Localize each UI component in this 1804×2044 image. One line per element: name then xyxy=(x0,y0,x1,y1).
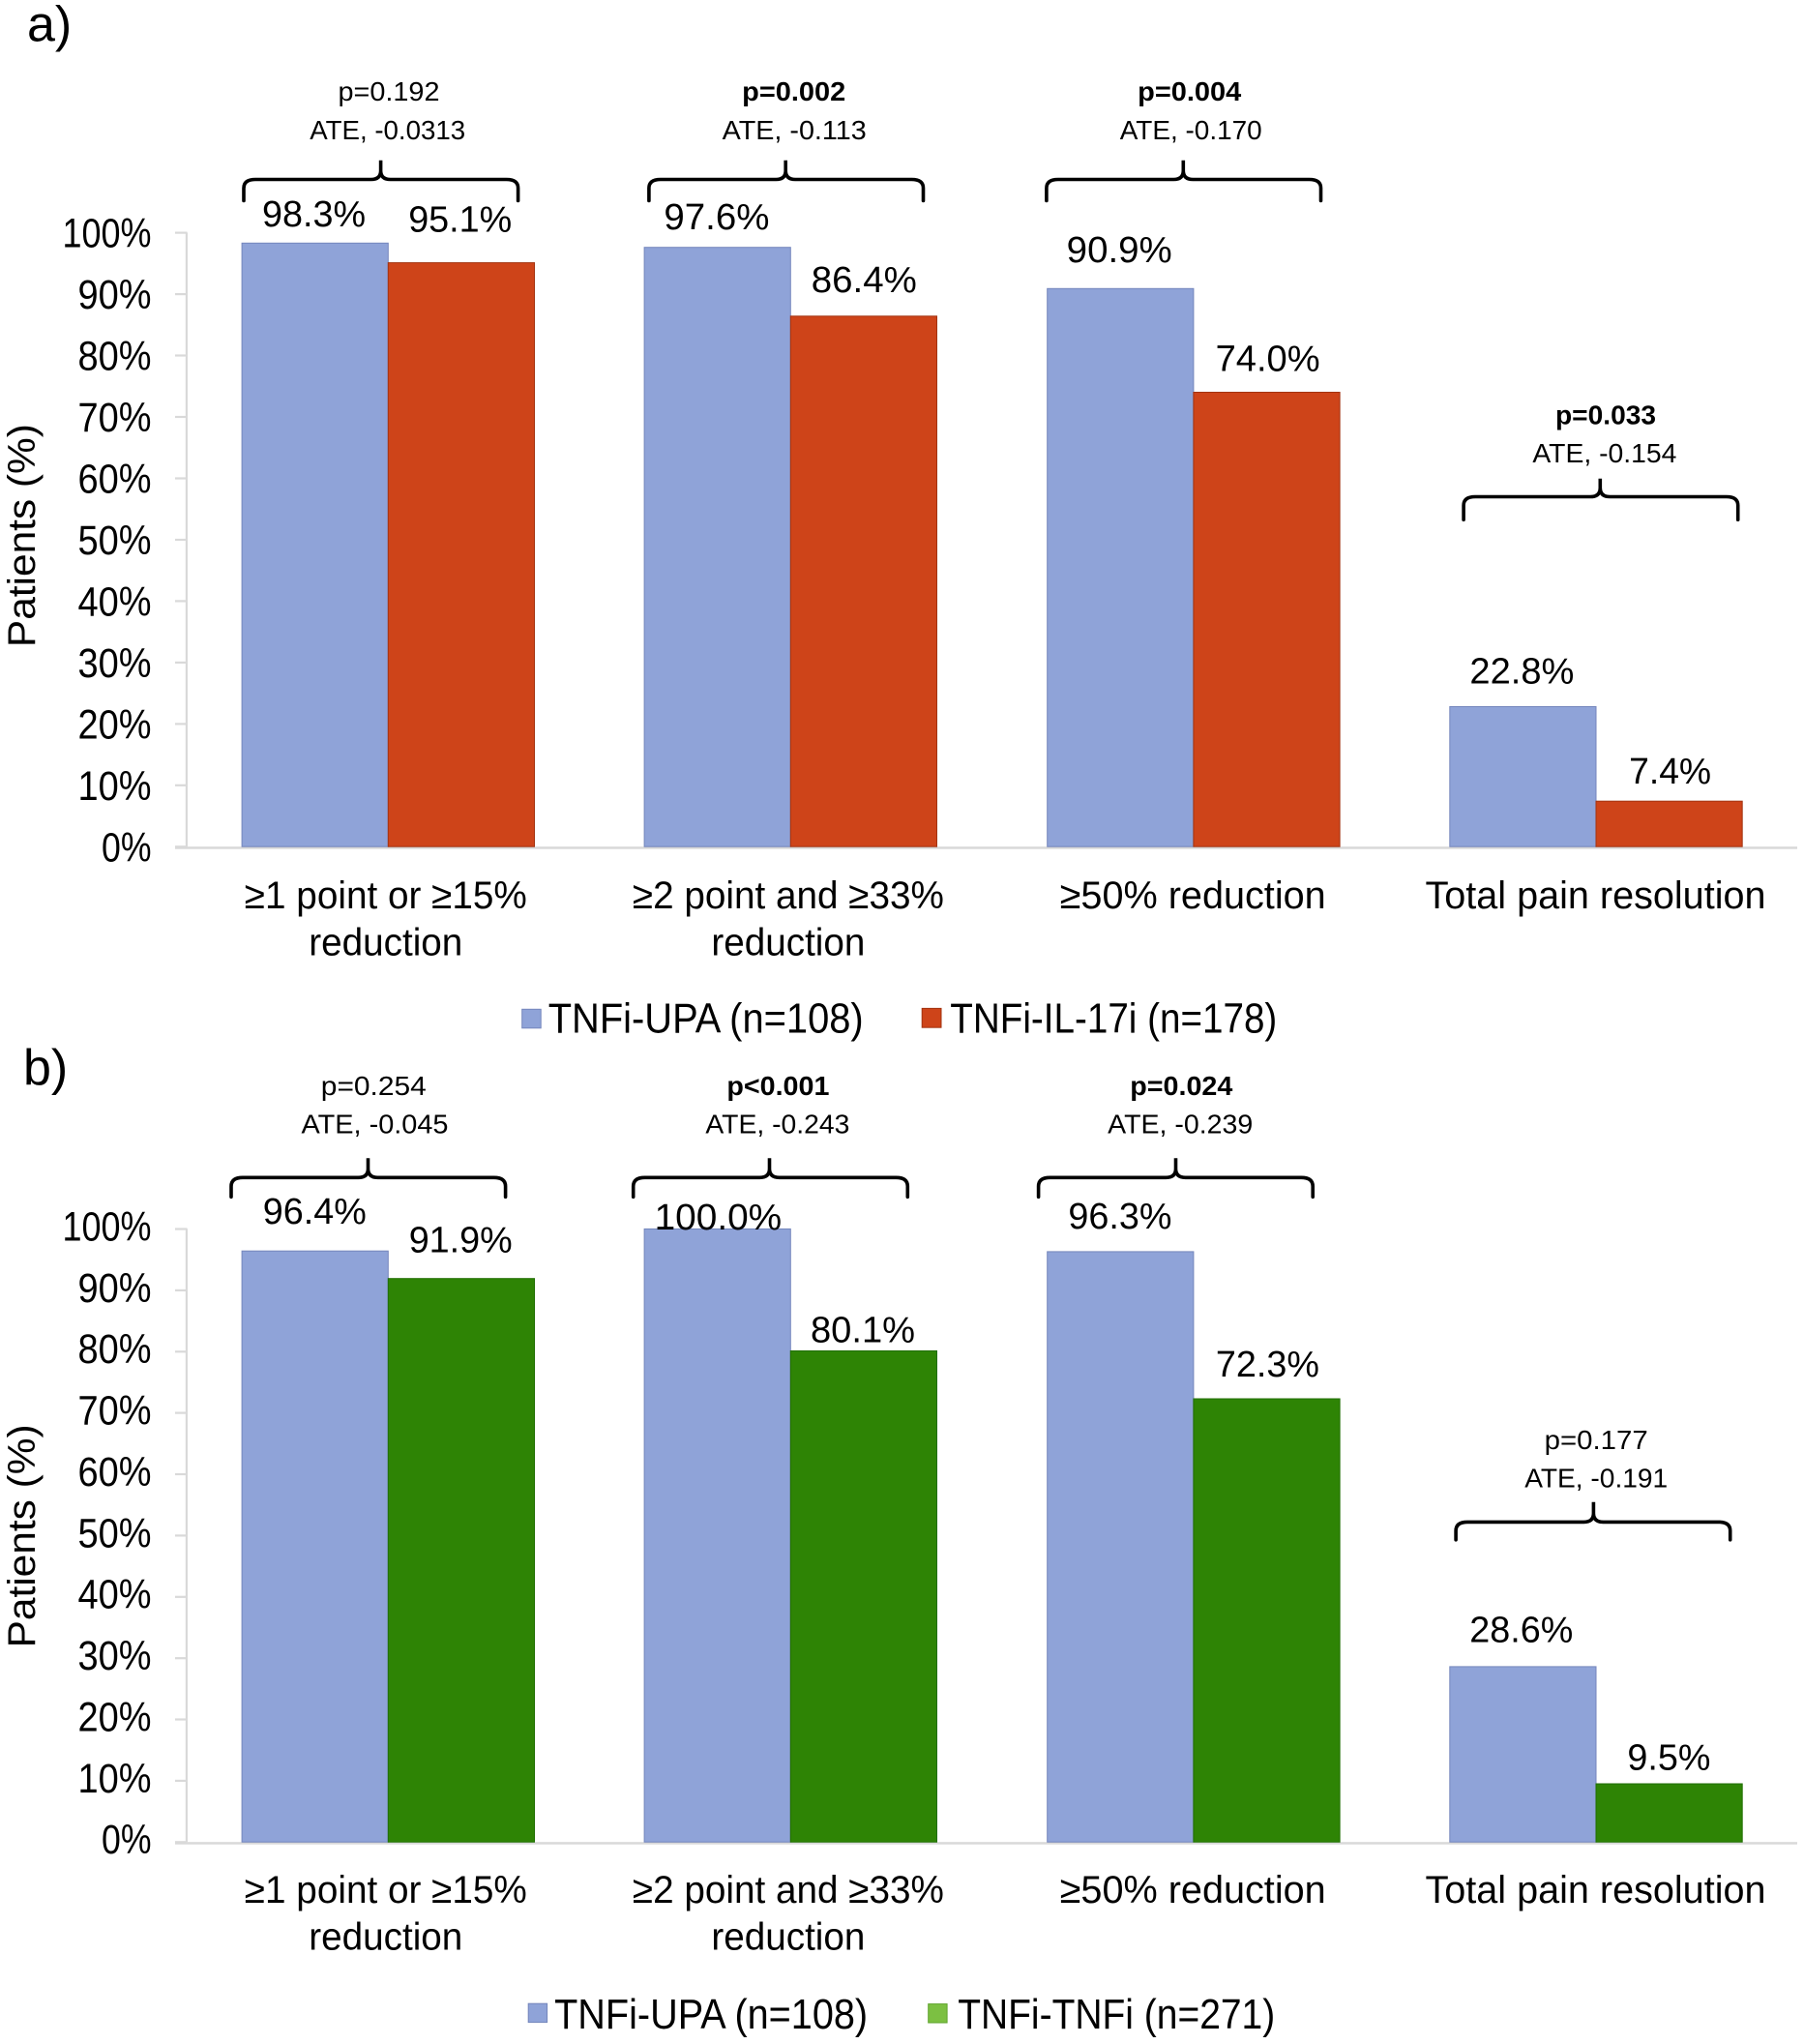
svg-text:Patients (%): Patients (%) xyxy=(1,424,44,647)
svg-text:50%: 50% xyxy=(78,1510,152,1556)
svg-text:90%: 90% xyxy=(78,1265,152,1312)
svg-text:40%: 40% xyxy=(78,579,152,626)
svg-text:a): a) xyxy=(27,0,72,53)
svg-text:ATE, -0.0313: ATE, -0.0313 xyxy=(310,115,465,145)
svg-text:TNFi-UPA (n=108): TNFi-UPA (n=108) xyxy=(554,1991,868,2038)
svg-text:ATE, -0.170: ATE, -0.170 xyxy=(1120,115,1262,145)
svg-text:Patients (%): Patients (%) xyxy=(1,1424,44,1647)
svg-text:reduction: reduction xyxy=(711,1916,865,1959)
svg-text:≥2 point and ≥33%: ≥2 point and ≥33% xyxy=(633,1869,944,1911)
svg-text:74.0%: 74.0% xyxy=(1216,339,1320,379)
svg-text:0%: 0% xyxy=(102,1817,152,1863)
svg-text:ATE, -0.045: ATE, -0.045 xyxy=(302,1110,449,1140)
svg-text:72.3%: 72.3% xyxy=(1216,1345,1319,1385)
svg-text:p=0.002: p=0.002 xyxy=(742,76,845,106)
svg-text:97.6%: 97.6% xyxy=(664,197,769,238)
svg-text:95.1%: 95.1% xyxy=(408,199,512,240)
svg-text:80.1%: 80.1% xyxy=(811,1311,915,1351)
svg-text:96.3%: 96.3% xyxy=(1068,1197,1171,1237)
svg-text:reduction: reduction xyxy=(711,922,865,964)
svg-text:b): b) xyxy=(23,1040,68,1096)
svg-text:30%: 30% xyxy=(78,1633,152,1679)
svg-text:p=0.192: p=0.192 xyxy=(339,76,440,106)
svg-text:Total pain resolution: Total pain resolution xyxy=(1426,1869,1766,1911)
svg-text:91.9%: 91.9% xyxy=(409,1220,513,1260)
svg-text:86.4%: 86.4% xyxy=(812,260,917,301)
svg-text:ATE, -0.243: ATE, -0.243 xyxy=(705,1110,849,1140)
svg-text:ATE, -0.239: ATE, -0.239 xyxy=(1108,1110,1253,1140)
svg-text:90%: 90% xyxy=(78,272,152,318)
svg-text:p=0.004: p=0.004 xyxy=(1138,76,1241,106)
svg-text:50%: 50% xyxy=(78,518,152,564)
svg-text:7.4%: 7.4% xyxy=(1629,752,1711,792)
svg-text:TNFi-TNFi (n=271): TNFi-TNFi (n=271) xyxy=(958,1991,1275,2038)
svg-text:p=0.254: p=0.254 xyxy=(321,1071,427,1101)
svg-text:60%: 60% xyxy=(78,1449,152,1496)
svg-text:80%: 80% xyxy=(78,334,152,380)
svg-text:≥2 point and ≥33%: ≥2 point and ≥33% xyxy=(633,874,944,917)
svg-text:9.5%: 9.5% xyxy=(1627,1738,1710,1779)
svg-text:100%: 100% xyxy=(63,211,152,257)
svg-text:80%: 80% xyxy=(78,1326,152,1373)
svg-text:70%: 70% xyxy=(78,1388,152,1435)
svg-text:10%: 10% xyxy=(78,1756,152,1802)
svg-text:ATE, -0.113: ATE, -0.113 xyxy=(723,115,867,145)
svg-text:≥1 point or ≥15%: ≥1 point or ≥15% xyxy=(245,1869,527,1911)
svg-text:Total pain resolution: Total pain resolution xyxy=(1426,874,1766,917)
svg-text:20%: 20% xyxy=(78,1694,152,1740)
svg-text:≥50% reduction: ≥50% reduction xyxy=(1060,1869,1326,1911)
svg-text:≥50% reduction: ≥50% reduction xyxy=(1060,874,1326,917)
svg-text:100.0%: 100.0% xyxy=(655,1198,783,1238)
svg-text:p<0.001: p<0.001 xyxy=(726,1071,829,1101)
svg-text:20%: 20% xyxy=(78,701,152,748)
svg-text:60%: 60% xyxy=(78,457,152,503)
svg-text:reduction: reduction xyxy=(309,922,462,964)
svg-text:≥1 point or ≥15%: ≥1 point or ≥15% xyxy=(245,874,527,917)
svg-text:22.8%: 22.8% xyxy=(1469,652,1574,693)
svg-text:90.9%: 90.9% xyxy=(1067,230,1172,271)
svg-text:reduction: reduction xyxy=(309,1916,462,1959)
svg-text:p=0.033: p=0.033 xyxy=(1555,400,1656,430)
svg-text:40%: 40% xyxy=(78,1572,152,1618)
svg-text:96.4%: 96.4% xyxy=(263,1192,367,1232)
svg-text:100%: 100% xyxy=(63,1203,152,1250)
svg-text:TNFi-UPA (n=108): TNFi-UPA (n=108) xyxy=(548,995,864,1043)
svg-text:0%: 0% xyxy=(102,824,152,871)
svg-text:10%: 10% xyxy=(78,763,152,810)
svg-text:28.6%: 28.6% xyxy=(1469,1611,1573,1651)
svg-text:p=0.177: p=0.177 xyxy=(1545,1425,1648,1455)
svg-text:70%: 70% xyxy=(78,395,152,441)
svg-text:30%: 30% xyxy=(78,640,152,687)
svg-text:ATE, -0.154: ATE, -0.154 xyxy=(1532,438,1676,468)
svg-text:p=0.024: p=0.024 xyxy=(1130,1071,1232,1101)
svg-text:TNFi-IL-17i (n=178): TNFi-IL-17i (n=178) xyxy=(950,995,1277,1043)
svg-text:98.3%: 98.3% xyxy=(262,194,366,235)
svg-text:ATE, -0.191: ATE, -0.191 xyxy=(1524,1464,1668,1494)
